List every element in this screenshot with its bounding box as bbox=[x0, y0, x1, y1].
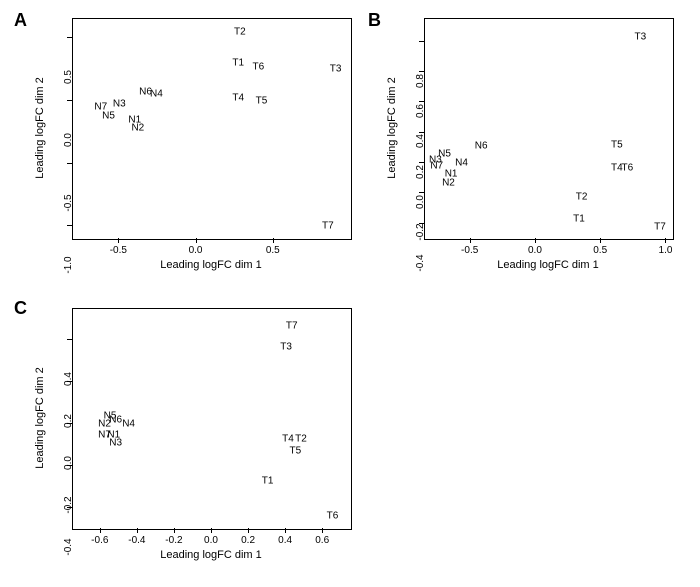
point-label: T6 bbox=[252, 61, 264, 72]
point-label: T5 bbox=[256, 95, 268, 106]
point-label: T2 bbox=[295, 433, 307, 444]
point-label: T6 bbox=[327, 511, 339, 522]
y-tick-label: 0.4 bbox=[63, 359, 74, 399]
x-tick-mark bbox=[196, 238, 197, 243]
point-label: T4 bbox=[282, 433, 294, 444]
point-label: T3 bbox=[635, 32, 647, 43]
x-tick-label: 1.0 bbox=[645, 245, 685, 256]
y-tick-mark bbox=[419, 41, 424, 42]
y-tick-mark bbox=[67, 100, 72, 101]
x-axis-label: Leading logFC dim 1 bbox=[72, 259, 350, 271]
y-tick-label: -0.2 bbox=[63, 485, 74, 525]
point-label: N5 bbox=[102, 110, 115, 121]
y-axis-label: Leading logFC dim 2 bbox=[34, 18, 46, 238]
x-axis-label: Leading logFC dim 1 bbox=[424, 259, 672, 271]
y-tick-label: 0.0 bbox=[63, 120, 74, 160]
point-label: N7 bbox=[430, 161, 443, 172]
panel-letter-a: A bbox=[14, 10, 27, 31]
point-label: N2 bbox=[442, 177, 455, 188]
y-tick-mark bbox=[67, 225, 72, 226]
x-tick-mark bbox=[174, 528, 175, 533]
point-label: N4 bbox=[122, 419, 135, 430]
x-tick-label: 0.5 bbox=[253, 245, 293, 256]
point-label: T6 bbox=[621, 162, 633, 173]
x-axis-label: Leading logFC dim 1 bbox=[72, 549, 350, 561]
plot-box-b: T3N6T5N5N3N7N4T4T6N1N2T2T1T7 bbox=[424, 18, 674, 240]
x-tick-label: -0.4 bbox=[117, 535, 157, 546]
x-tick-label: 0.0 bbox=[191, 535, 231, 546]
point-label: T3 bbox=[280, 341, 292, 352]
y-tick-label: 0.2 bbox=[63, 401, 74, 441]
panel-letter-c: C bbox=[14, 298, 27, 319]
point-label: T1 bbox=[573, 214, 585, 225]
point-label: T5 bbox=[290, 446, 302, 457]
point-label: T3 bbox=[330, 64, 342, 75]
y-tick-mark bbox=[67, 163, 72, 164]
x-tick-mark bbox=[100, 528, 101, 533]
x-tick-mark bbox=[248, 528, 249, 533]
x-tick-label: 0.0 bbox=[176, 245, 216, 256]
point-label: T7 bbox=[286, 320, 298, 331]
point-label: N6 bbox=[475, 141, 488, 152]
point-label: N4 bbox=[455, 158, 468, 169]
x-tick-mark bbox=[137, 528, 138, 533]
point-label: N3 bbox=[113, 99, 126, 110]
y-tick-label: -0.4 bbox=[63, 527, 74, 567]
point-label: T7 bbox=[322, 221, 334, 232]
panel-letter-b: B bbox=[368, 10, 381, 31]
x-tick-mark bbox=[273, 238, 274, 243]
figure: { "layout": { "canvas_width": 700, "canv… bbox=[0, 0, 700, 587]
x-tick-label: 0.2 bbox=[228, 535, 268, 546]
x-tick-label: -0.2 bbox=[154, 535, 194, 546]
x-tick-mark bbox=[535, 238, 536, 243]
x-tick-mark bbox=[118, 238, 119, 243]
y-tick-label: 0.0 bbox=[63, 443, 74, 483]
x-tick-mark bbox=[211, 528, 212, 533]
point-label: N3 bbox=[109, 438, 122, 449]
x-tick-label: 0.6 bbox=[302, 535, 342, 546]
point-label: N2 bbox=[131, 123, 144, 134]
point-label: T5 bbox=[611, 139, 623, 150]
x-tick-label: -0.6 bbox=[80, 535, 120, 546]
plot-box-c: T7T3N5N6N2N4N7N1N3T4T2T5T1T6 bbox=[72, 308, 352, 530]
x-tick-label: 0.4 bbox=[265, 535, 305, 546]
x-tick-label: -0.5 bbox=[98, 245, 138, 256]
point-label: T1 bbox=[262, 475, 274, 486]
x-tick-label: 0.5 bbox=[580, 245, 620, 256]
x-tick-mark bbox=[285, 528, 286, 533]
y-tick-label: 0.8 bbox=[415, 61, 426, 101]
x-tick-label: 0.0 bbox=[515, 245, 555, 256]
point-label: T1 bbox=[232, 58, 244, 69]
point-label: T4 bbox=[232, 93, 244, 104]
point-label: N4 bbox=[150, 89, 163, 100]
x-tick-mark bbox=[600, 238, 601, 243]
y-tick-label: -0.5 bbox=[63, 183, 74, 223]
y-axis-label: Leading logFC dim 2 bbox=[34, 308, 46, 528]
y-tick-label: 0.5 bbox=[63, 57, 74, 97]
x-tick-mark bbox=[322, 528, 323, 533]
point-label: N6 bbox=[109, 415, 122, 426]
y-axis-label: Leading logFC dim 2 bbox=[386, 18, 398, 238]
x-tick-mark bbox=[665, 238, 666, 243]
plot-box-a: T2T1T6T3N6N4T4T5N7N3N5N1N2T7 bbox=[72, 18, 352, 240]
point-label: T2 bbox=[576, 191, 588, 202]
point-label: N2 bbox=[98, 419, 111, 430]
point-label: T2 bbox=[234, 26, 246, 37]
y-tick-mark bbox=[67, 339, 72, 340]
y-tick-mark bbox=[67, 37, 72, 38]
x-tick-mark bbox=[470, 238, 471, 243]
point-label: T7 bbox=[654, 221, 666, 232]
x-tick-label: -0.5 bbox=[450, 245, 490, 256]
